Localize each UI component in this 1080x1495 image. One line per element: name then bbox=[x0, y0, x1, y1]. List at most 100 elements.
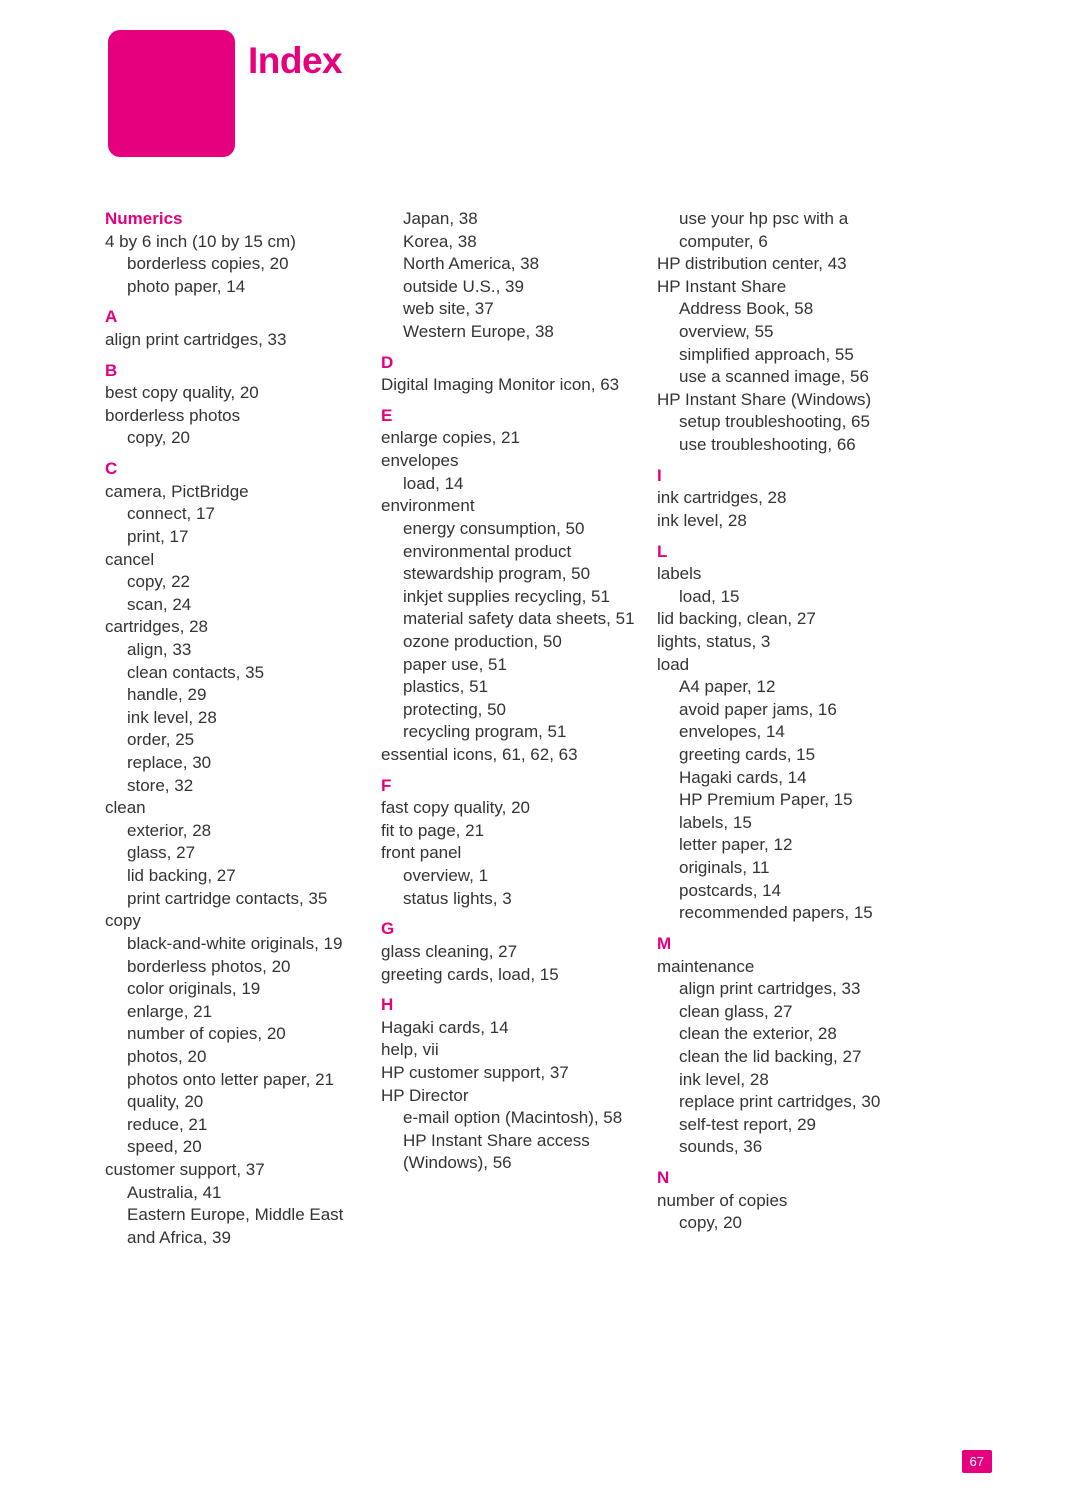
index-entry: HP Instant Share (Windows) bbox=[657, 389, 915, 412]
index-subentry: quality, 20 bbox=[105, 1091, 363, 1114]
index-subentry: use troubleshooting, 66 bbox=[657, 434, 915, 457]
index-column-3: use your hp psc with a computer, 6HP dis… bbox=[657, 208, 915, 1249]
index-subentry: copy, 20 bbox=[657, 1212, 915, 1235]
page-number: 67 bbox=[962, 1450, 992, 1473]
index-subentry: sounds, 36 bbox=[657, 1136, 915, 1159]
index-subentry: HP Premium Paper, 15 bbox=[657, 789, 915, 812]
index-subentry: inkjet supplies recycling, 51 bbox=[381, 586, 639, 609]
index-subentry: print cartridge contacts, 35 bbox=[105, 888, 363, 911]
index-subentry: e-mail option (Macintosh), 58 bbox=[381, 1107, 639, 1130]
index-subentry: align, 33 bbox=[105, 639, 363, 662]
index-entry: copy bbox=[105, 910, 363, 933]
index-entry: cartridges, 28 bbox=[105, 616, 363, 639]
index-letter-heading: B bbox=[105, 360, 363, 383]
index-subentry: environmental product stewardship progra… bbox=[381, 541, 639, 586]
index-subentry: status lights, 3 bbox=[381, 888, 639, 911]
index-subentry: self-test report, 29 bbox=[657, 1114, 915, 1137]
index-subentry: copy, 22 bbox=[105, 571, 363, 594]
index-entry: align print cartridges, 33 bbox=[105, 329, 363, 352]
index-subentry: copy, 20 bbox=[105, 427, 363, 450]
index-subentry: store, 32 bbox=[105, 775, 363, 798]
index-entry: envelopes bbox=[381, 450, 639, 473]
index-subentry: photos onto letter paper, 21 bbox=[105, 1069, 363, 1092]
index-entry: enlarge copies, 21 bbox=[381, 427, 639, 450]
index-letter-heading: F bbox=[381, 775, 639, 798]
index-entry: camera, PictBridge bbox=[105, 481, 363, 504]
index-letter-heading: H bbox=[381, 994, 639, 1017]
index-entry: environment bbox=[381, 495, 639, 518]
index-subentry: ink level, 28 bbox=[657, 1069, 915, 1092]
index-subentry: postcards, 14 bbox=[657, 880, 915, 903]
index-entry: greeting cards, load, 15 bbox=[381, 964, 639, 987]
index-letter-heading: N bbox=[657, 1167, 915, 1190]
index-subentry: enlarge, 21 bbox=[105, 1001, 363, 1024]
index-subentry: exterior, 28 bbox=[105, 820, 363, 843]
index-subentry: paper use, 51 bbox=[381, 654, 639, 677]
index-entry: essential icons, 61, 62, 63 bbox=[381, 744, 639, 767]
index-subentry: reduce, 21 bbox=[105, 1114, 363, 1137]
index-entry: help, vii bbox=[381, 1039, 639, 1062]
index-subentry: photo paper, 14 bbox=[105, 276, 363, 299]
index-entry: glass cleaning, 27 bbox=[381, 941, 639, 964]
index-subentry: A4 paper, 12 bbox=[657, 676, 915, 699]
index-entry: lights, status, 3 bbox=[657, 631, 915, 654]
index-subentry: print, 17 bbox=[105, 526, 363, 549]
index-entry: ink cartridges, 28 bbox=[657, 487, 915, 510]
index-column-1: Numerics4 by 6 inch (10 by 15 cm)borderl… bbox=[105, 208, 363, 1249]
index-column-2: Japan, 38Korea, 38North America, 38outsi… bbox=[381, 208, 639, 1249]
index-entry: HP Instant Share bbox=[657, 276, 915, 299]
index-letter-heading: G bbox=[381, 918, 639, 941]
index-letter-heading: I bbox=[657, 465, 915, 488]
index-subentry: protecting, 50 bbox=[381, 699, 639, 722]
index-entry: number of copies bbox=[657, 1190, 915, 1213]
index-subentry: clean the exterior, 28 bbox=[657, 1023, 915, 1046]
index-subentry: black-and-white originals, 19 bbox=[105, 933, 363, 956]
index-subentry: recommended papers, 15 bbox=[657, 902, 915, 925]
index-subentry: Eastern Europe, Middle East and Africa, … bbox=[105, 1204, 363, 1249]
index-entry: front panel bbox=[381, 842, 639, 865]
index-subentry: originals, 11 bbox=[657, 857, 915, 880]
index-entry: load bbox=[657, 654, 915, 677]
index-entry: best copy quality, 20 bbox=[105, 382, 363, 405]
index-subentry: labels, 15 bbox=[657, 812, 915, 835]
index-entry: HP distribution center, 43 bbox=[657, 253, 915, 276]
index-subentry: material safety data sheets, 51 bbox=[381, 608, 639, 631]
index-entry: Hagaki cards, 14 bbox=[381, 1017, 639, 1040]
index-subentry: overview, 1 bbox=[381, 865, 639, 888]
index-subentry: setup troubleshooting, 65 bbox=[657, 411, 915, 434]
index-subentry: recycling program, 51 bbox=[381, 721, 639, 744]
index-columns: Numerics4 by 6 inch (10 by 15 cm)borderl… bbox=[105, 208, 915, 1249]
index-entry: labels bbox=[657, 563, 915, 586]
index-entry: borderless photos bbox=[105, 405, 363, 428]
index-subentry: avoid paper jams, 16 bbox=[657, 699, 915, 722]
index-subentry: Japan, 38 bbox=[381, 208, 639, 231]
index-subentry: handle, 29 bbox=[105, 684, 363, 707]
index-subentry: Australia, 41 bbox=[105, 1182, 363, 1205]
index-entry: 4 by 6 inch (10 by 15 cm) bbox=[105, 231, 363, 254]
index-subentry: scan, 24 bbox=[105, 594, 363, 617]
index-subentry: clean glass, 27 bbox=[657, 1001, 915, 1024]
index-subentry: color originals, 19 bbox=[105, 978, 363, 1001]
index-entry: cancel bbox=[105, 549, 363, 572]
index-entry: ink level, 28 bbox=[657, 510, 915, 533]
index-letter-heading: M bbox=[657, 933, 915, 956]
index-subentry: use your hp psc with a computer, 6 bbox=[657, 208, 915, 253]
index-subentry: web site, 37 bbox=[381, 298, 639, 321]
index-subentry: lid backing, 27 bbox=[105, 865, 363, 888]
index-subentry: clean the lid backing, 27 bbox=[657, 1046, 915, 1069]
index-subentry: greeting cards, 15 bbox=[657, 744, 915, 767]
page-title: Index bbox=[248, 40, 342, 82]
index-subentry: order, 25 bbox=[105, 729, 363, 752]
index-subentry: letter paper, 12 bbox=[657, 834, 915, 857]
index-letter-heading: A bbox=[105, 306, 363, 329]
index-letter-heading: L bbox=[657, 541, 915, 564]
index-subentry: align print cartridges, 33 bbox=[657, 978, 915, 1001]
index-subentry: Address Book, 58 bbox=[657, 298, 915, 321]
index-letter-heading: E bbox=[381, 405, 639, 428]
index-entry: clean bbox=[105, 797, 363, 820]
index-subentry: Western Europe, 38 bbox=[381, 321, 639, 344]
index-subentry: ozone production, 50 bbox=[381, 631, 639, 654]
index-letter-heading: D bbox=[381, 352, 639, 375]
index-subentry: Korea, 38 bbox=[381, 231, 639, 254]
index-subentry: load, 15 bbox=[657, 586, 915, 609]
